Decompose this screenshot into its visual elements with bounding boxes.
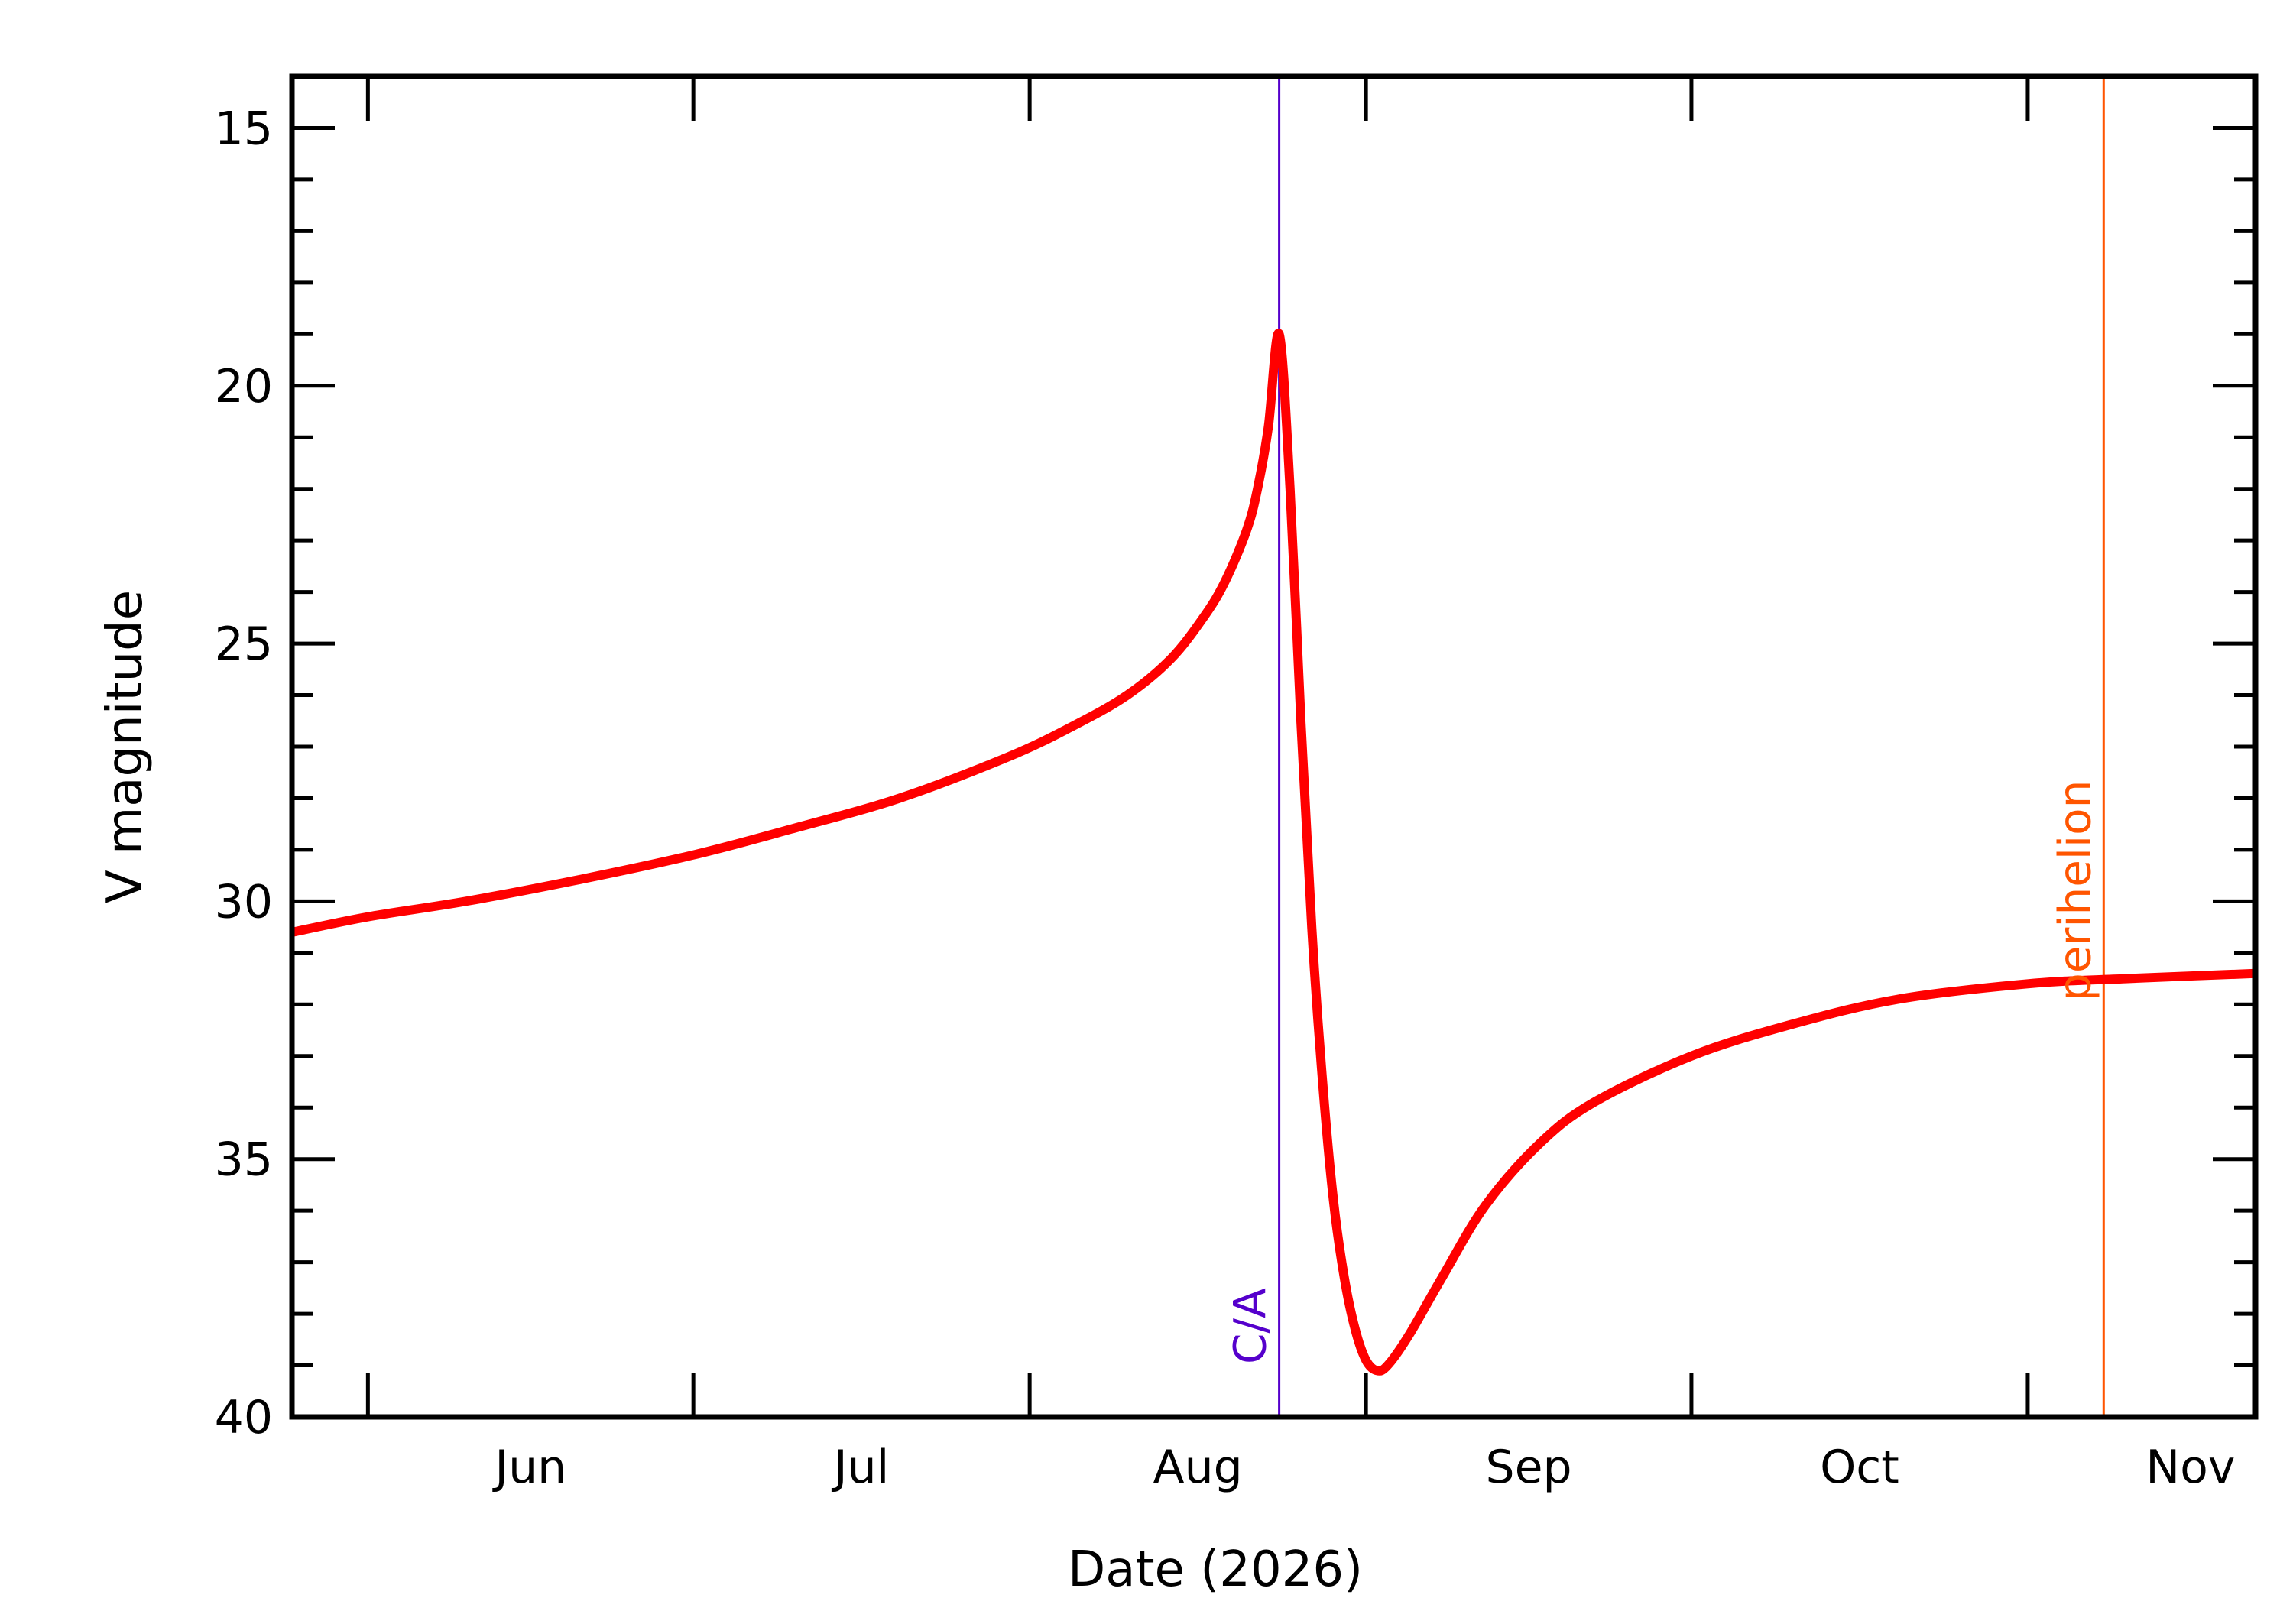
x-tick-label: Nov [2145, 1441, 2235, 1494]
magnitude-series-line [290, 329, 2256, 1376]
marker-label: perihelion [2048, 780, 2100, 1001]
x-tick-label: Sep [1485, 1441, 1571, 1494]
x-tick-label: Jul [831, 1441, 889, 1494]
y-tick-label: 20 [215, 360, 273, 413]
series-layer [290, 329, 2256, 1376]
x-tick-label: Oct [1820, 1441, 1899, 1494]
label-layer: 15 20 25 30 35 40 Jun Jul Aug Sep Oct Nov C/A perihel… [215, 102, 2236, 1494]
tick-layer [292, 74, 2256, 1419]
y-tick-label: 35 [215, 1133, 273, 1187]
plot-frame [289, 73, 2259, 1420]
x-axis-title: Date (2026) [1068, 1541, 1363, 1598]
marker-layer [1278, 76, 2105, 1417]
x-tick-label: Aug [1153, 1441, 1243, 1494]
y-tick-label: 30 [215, 875, 273, 929]
y-axis-title: V magnitude [97, 590, 154, 903]
y-tick-label: 40 [215, 1391, 273, 1444]
y-tick-label: 25 [215, 618, 273, 671]
marker-label: C/A [1224, 1288, 1276, 1364]
x-tick-label: Jun [491, 1441, 566, 1494]
y-tick-label: 15 [215, 102, 273, 155]
